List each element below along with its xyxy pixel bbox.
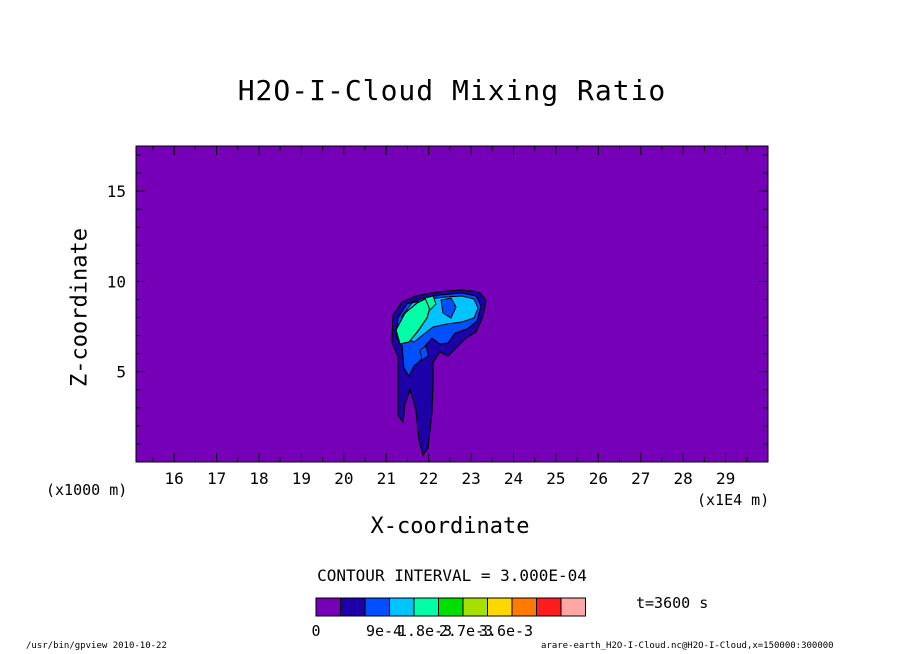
footer-left: /usr/bin/gpview 2010-10-22: [26, 641, 167, 651]
colorbar-label: 9e-4: [365, 622, 403, 640]
x-tick-label: 19: [292, 469, 311, 488]
colorbar-swatch: [340, 597, 366, 617]
cloud-hole: [440, 297, 457, 319]
colorbar-label: 3.6e-3: [478, 622, 534, 640]
contour-level-4: [395, 297, 432, 345]
x-tick-label: 26: [589, 469, 608, 488]
colorbar-swatch: [487, 597, 513, 617]
x-tick-label: 27: [631, 469, 650, 488]
x-tick-label: 24: [504, 469, 523, 488]
x-tick-label: 23: [461, 469, 480, 488]
y-axis-label: Z-coordinate: [67, 228, 93, 387]
colorbar-label: 0: [311, 622, 321, 640]
x-tick-label: 29: [716, 469, 735, 488]
contour-level-4b: [424, 295, 437, 311]
x-tick-label: 28: [674, 469, 693, 488]
contour-interval-label: CONTOUR INTERVAL = 3.000E-04: [317, 566, 587, 585]
chart-title: H2O-I-Cloud Mixing Ratio: [237, 74, 667, 107]
colorbar-swatch: [389, 597, 415, 617]
x-tick-label: 21: [377, 469, 396, 488]
colorbar-swatch: [364, 597, 390, 617]
colorbar-swatch: [511, 597, 537, 617]
x-axis-label: X-coordinate: [370, 514, 530, 539]
cloud-small-cell: [419, 345, 429, 361]
cloud-contours: [391, 289, 487, 457]
colorbar-label: 2.7e-3: [438, 622, 494, 640]
footer-right: arare-earth_H2O-I-Cloud.nc@H2O-I-Cloud,x…: [541, 641, 834, 651]
colorbar: [315, 597, 586, 617]
y-tick-label: 15: [107, 182, 126, 201]
x-tick-label: 22: [419, 469, 438, 488]
colorbar-swatch: [315, 597, 341, 617]
x-tick-label: 16: [165, 469, 184, 488]
axis-ticks: 16 17 18 19 20 21 22 23 24 25 26 27 28 29 5 10 15: [107, 146, 769, 488]
colorbar-swatch: [462, 597, 488, 617]
colorbar-label: 1.8e-3: [397, 622, 453, 640]
time-label: t=3600 s: [636, 594, 709, 612]
x-axis-unit: (x1E4 m): [697, 491, 770, 509]
colorbar-swatch: [560, 597, 586, 617]
x-tick-label: 18: [249, 469, 268, 488]
colorbar-swatch: [413, 597, 439, 617]
colorbar-swatch: [438, 597, 464, 617]
y-tick-label: 10: [107, 272, 126, 291]
x-tick-label: 20: [334, 469, 353, 488]
y-axis-unit: (x1000 m): [46, 481, 128, 499]
y-tick-label: 5: [116, 363, 126, 382]
x-tick-label: 25: [546, 469, 565, 488]
x-tick-label: 17: [207, 469, 226, 488]
colorbar-swatch: [536, 597, 562, 617]
